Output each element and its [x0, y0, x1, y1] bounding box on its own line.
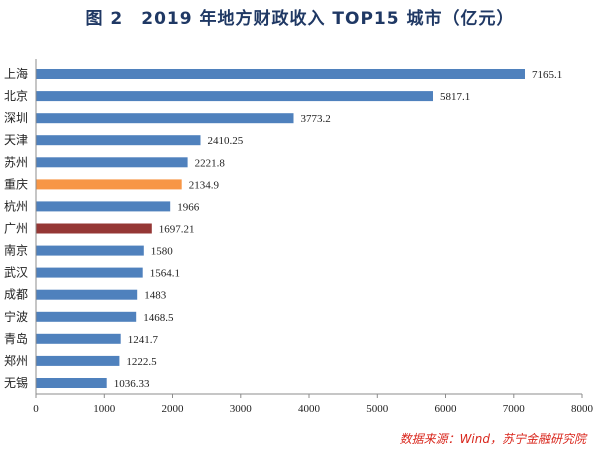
bar-11 [36, 311, 137, 322]
category-label-10: 成都 [4, 288, 28, 302]
value-label-12: 1241.7 [128, 334, 159, 346]
category-label-6: 杭州 [4, 198, 28, 213]
value-label-5: 2134.9 [189, 179, 220, 191]
category-label-1: 北京 [4, 89, 28, 103]
x-tick-label-1: 1000 [93, 403, 116, 415]
bar-1 [36, 91, 433, 102]
value-label-0: 7165.1 [532, 69, 562, 81]
category-label-4: 苏州 [4, 155, 28, 169]
x-tick-label-3: 3000 [230, 403, 253, 415]
x-tick-label-6: 6000 [435, 403, 458, 415]
category-label-3: 天津 [4, 133, 28, 147]
category-label-11: 宁波 [4, 309, 28, 324]
chart-title: 图 2 2019 年地方财政收入 TOP15 城市（亿元） [85, 9, 515, 29]
bar-14 [36, 378, 107, 388]
bar-12 [36, 333, 121, 344]
category-label-5: 重庆 [4, 177, 28, 191]
bar-2 [36, 113, 294, 124]
value-label-7: 1697.21 [159, 224, 195, 236]
bar-5 [36, 179, 182, 190]
category-label-0: 上海 [4, 66, 28, 81]
value-label-3: 2410.25 [208, 135, 244, 147]
value-label-10: 1483 [144, 290, 167, 302]
category-label-8: 南京 [4, 243, 28, 258]
x-tick-label-2: 2000 [162, 403, 185, 415]
value-label-11: 1468.5 [143, 312, 174, 324]
source-note: 数据来源：Wind，苏宁金融研究院 [399, 432, 586, 446]
axis-layer: 上海 7165.1 北京 5817.1 深圳 3773.2 天津 2410.25 苏州 2221.… [4, 59, 594, 415]
bar-9 [36, 267, 143, 278]
value-label-14: 1036.33 [114, 378, 150, 390]
category-label-13: 郑州 [4, 353, 28, 368]
bar-13 [36, 355, 120, 366]
value-label-4: 2221.8 [195, 157, 226, 169]
value-label-8: 1580 [151, 246, 174, 258]
x-tick-label-5: 5000 [366, 403, 389, 415]
bar-6 [36, 201, 171, 212]
bar-7 [36, 223, 152, 234]
bar-8 [36, 245, 144, 256]
bar-3 [36, 135, 201, 146]
category-label-12: 青岛 [4, 331, 28, 346]
category-label-2: 深圳 [4, 111, 28, 125]
value-label-1: 5817.1 [440, 91, 470, 103]
x-tick-label-0: 0 [33, 403, 39, 415]
value-label-6: 1966 [177, 201, 200, 213]
value-label-2: 3773.2 [301, 113, 331, 125]
x-tick-label-7: 7000 [503, 403, 526, 415]
category-label-7: 广州 [4, 222, 28, 236]
x-tick-label-4: 4000 [298, 403, 321, 415]
value-label-13: 1222.5 [126, 356, 157, 368]
category-label-9: 武汉 [4, 266, 28, 280]
value-label-9: 1564.1 [150, 268, 180, 280]
category-label-14: 无锡 [4, 375, 28, 390]
bar-0 [36, 69, 525, 79]
x-tick-label-8: 8000 [571, 403, 594, 415]
bar-10 [36, 289, 138, 300]
bar-4 [36, 157, 188, 168]
bars-layer [36, 69, 525, 388]
